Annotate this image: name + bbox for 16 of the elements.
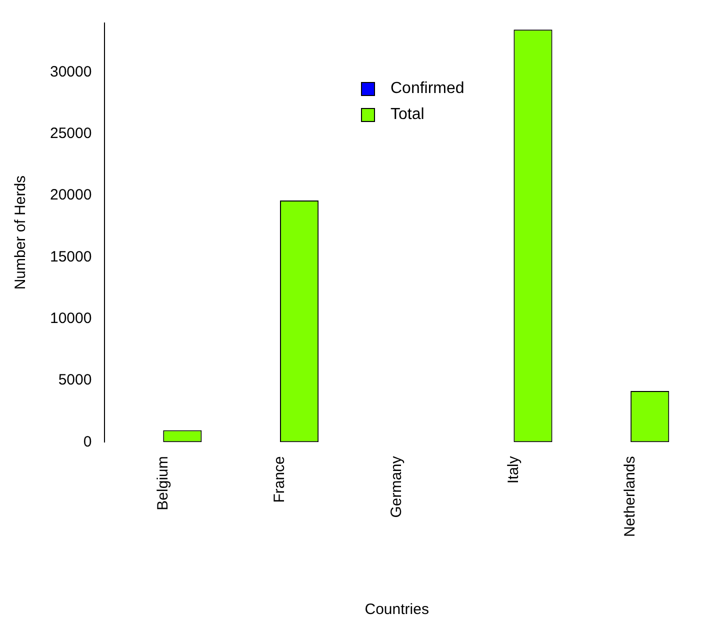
x-tick-label: Netherlands — [622, 456, 639, 538]
x-tick-label: Germany — [388, 456, 405, 518]
y-tick-label: 25000 — [50, 125, 92, 142]
y-tick-label: 10000 — [50, 310, 92, 327]
y-tick-label: 0 — [83, 433, 92, 450]
legend-label: Confirmed — [390, 80, 464, 98]
legend-label: Total — [390, 106, 424, 124]
y-tick-label: 15000 — [50, 248, 92, 266]
y-axis-title: Number of Herds — [12, 175, 30, 290]
x-tick-label: France — [271, 456, 288, 503]
y-tick-label: 30000 — [50, 63, 92, 80]
x-tick-label: Belgium — [154, 456, 172, 510]
x-tick-label: Italy — [504, 456, 522, 484]
x-axis-title: Countries — [364, 601, 429, 618]
y-tick-label: 20000 — [50, 186, 92, 204]
y-tick-label: 5000 — [58, 372, 92, 389]
